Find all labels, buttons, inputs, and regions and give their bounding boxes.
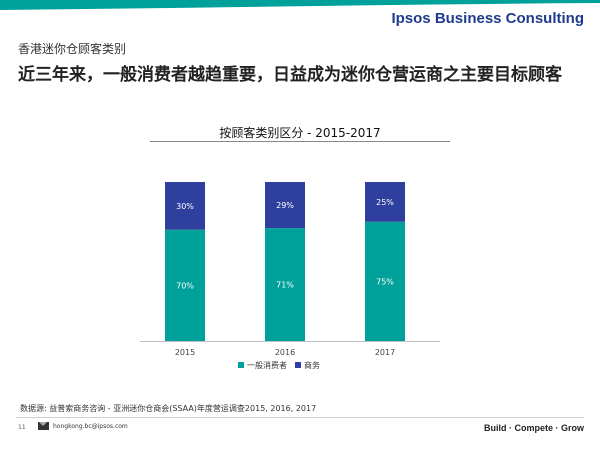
page-headline: 近三年来，一般消费者越趋重要，日益成为迷你仓营运商之主要目标顾客 (18, 65, 562, 85)
header-accent-bar (0, 0, 600, 10)
data-label-2015-business: 30% (176, 202, 194, 211)
x-tick-label-2016: 2016 (275, 348, 295, 357)
data-label-2017-consumer: 75% (376, 277, 394, 286)
bar-2017-business (365, 182, 405, 222)
legend-swatch-consumer (238, 362, 244, 368)
contact-email[interactable]: hongkong.bc@ipsos.com (38, 422, 128, 430)
source-note: 数据源: 益普索商务咨询 - 亚洲迷你仓商会(SSAA)年度营运调查2015, … (20, 404, 317, 413)
x-tick-label-2017: 2017 (375, 348, 395, 357)
legend-label-consumer: 一般消费者 (247, 360, 287, 370)
data-label-2016-business: 29% (276, 201, 294, 210)
footer-tagline: Build · Compete · Grow (484, 423, 584, 433)
chart-title: 按顾客类别区分 - 2015-2017 (219, 126, 381, 140)
page-subtitle: 香港迷你仓顾客类别 (18, 42, 127, 56)
stacked-bar-chart: 70% 30% 2015 71% 29% 2016 75% 25% 2017 一般消费者 商务 (140, 182, 440, 370)
bar-2016-business (265, 182, 305, 229)
page-number: 11 (18, 424, 26, 431)
email-text: hongkong.bc@ipsos.com (53, 422, 128, 430)
envelope-icon (38, 422, 49, 430)
brand-logo-text: Ipsos Business Consulting (391, 10, 584, 27)
x-tick-label-2015: 2015 (175, 348, 195, 357)
data-label-2016-consumer: 71% (276, 281, 294, 290)
legend-label-business: 商务 (304, 360, 320, 370)
bar-2016-consumer (265, 228, 305, 341)
data-label-2017-business: 25% (376, 198, 394, 207)
legend-swatch-business (295, 362, 301, 368)
bar-2017-consumer (365, 221, 405, 341)
bar-2015-consumer (165, 229, 205, 341)
data-label-2015-consumer: 70% (176, 281, 194, 290)
footer-divider (16, 417, 584, 418)
bar-2015-business (165, 182, 205, 230)
chart-title-underline (150, 141, 450, 142)
